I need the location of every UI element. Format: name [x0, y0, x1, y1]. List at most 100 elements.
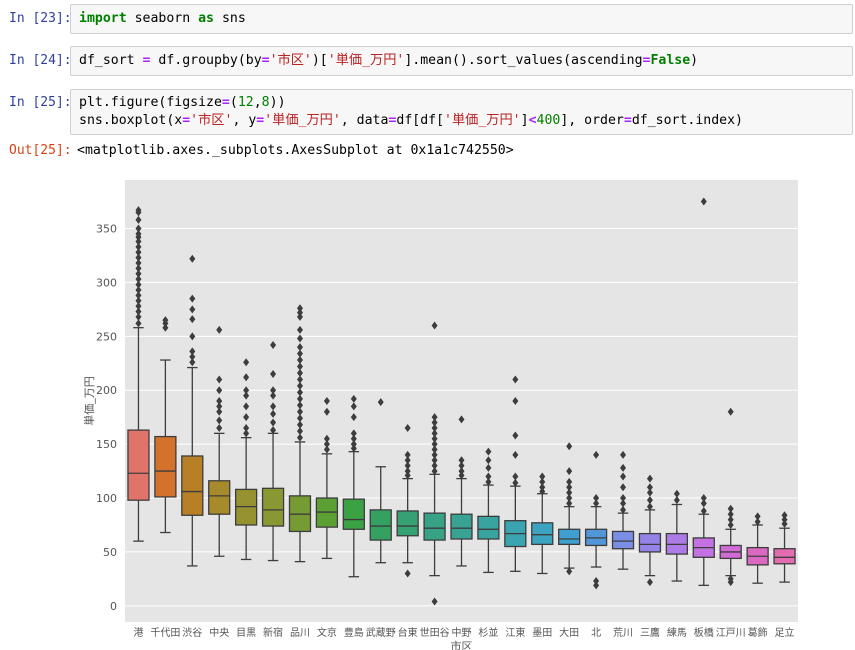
code-token: =: [642, 53, 651, 68]
outlier-point: [512, 472, 519, 481]
outlier-point: [566, 499, 573, 508]
outlier-point: [566, 488, 573, 497]
x-tick-label: 大田: [559, 626, 579, 639]
outlier-point: [323, 440, 330, 449]
outlier-point: [539, 472, 546, 481]
outlier-point: [727, 504, 734, 513]
code-token: False: [650, 53, 691, 68]
box-iqr: [611, 530, 635, 550]
outlier-point: [135, 215, 142, 224]
code-cell-input[interactable]: import seaborn as sns: [70, 4, 853, 34]
outlier-point: [512, 375, 519, 384]
input-prompt: In [24]:: [9, 53, 72, 68]
code-cell-input[interactable]: plt.figure(figsize=(12,8)) sns.boxplot(x…: [70, 89, 853, 135]
outlier-point: [350, 434, 357, 443]
outlier-point: [754, 512, 761, 521]
outlier-point: [243, 429, 250, 438]
box-杉並: [477, 447, 500, 574]
grid-lines: [125, 228, 798, 607]
outlier-point: [135, 229, 142, 238]
outlier-point: [350, 394, 357, 403]
outlier-point: [296, 414, 303, 423]
box-iqr: [450, 513, 473, 540]
x-tick-label: 中野: [452, 626, 472, 639]
output-text: <matplotlib.axes._subplots.AxesSubplot a…: [77, 143, 514, 158]
outlier-point: [566, 442, 573, 451]
outlier-point: [243, 358, 250, 367]
outlier-point: [404, 450, 411, 459]
y-tick-label: 300: [96, 276, 117, 289]
outlier-point: [189, 305, 196, 314]
outlier-point: [512, 397, 519, 405]
outlier-point: [404, 461, 411, 470]
box-千代田: [154, 316, 177, 534]
code-text[interactable]: import seaborn as sns: [79, 10, 246, 28]
code-token: df.groupby(by: [150, 53, 262, 68]
box-世田谷: [423, 321, 446, 606]
outlier-point: [377, 398, 384, 407]
code-token: plt.figure(figsize: [79, 95, 222, 110]
outlier-point: [135, 253, 142, 262]
box-目黒: [234, 358, 258, 561]
outlier-point: [296, 375, 303, 384]
box-iqr: [261, 487, 285, 527]
outlier-point: [216, 386, 223, 395]
outlier-point: [646, 483, 653, 492]
box-武蔵野: [369, 398, 392, 564]
outlier-point: [350, 413, 357, 422]
outlier-point: [135, 248, 142, 257]
box-豊島: [342, 394, 365, 578]
input-prompt: In [23]:: [9, 11, 72, 26]
outlier-point: [593, 581, 600, 590]
outlier-point: [135, 280, 142, 289]
box-葛飾: [746, 512, 769, 584]
outlier-point: [404, 423, 411, 432]
code-token: )[: [311, 53, 328, 68]
outlier-point: [135, 224, 142, 233]
outlier-point: [727, 520, 734, 529]
outlier-point: [243, 413, 250, 422]
outlier-point: [270, 402, 277, 411]
code-token: =: [182, 113, 191, 128]
code-cell-input[interactable]: df_sort = df.groupby(by='市区')['単価_万円'].m…: [70, 46, 853, 76]
code-token: '単価_万円': [264, 113, 341, 128]
outlier-point: [243, 402, 250, 411]
box-文京: [315, 397, 339, 560]
outlier-point: [296, 343, 303, 352]
outlier-point: [350, 402, 357, 411]
outlier-point: [539, 487, 546, 496]
outlier-point: [243, 423, 250, 432]
outlier-point: [216, 397, 223, 405]
box-iqr: [369, 509, 392, 541]
outlier-point: [431, 423, 438, 432]
outlier-point: [135, 285, 142, 294]
code-text[interactable]: plt.figure(figsize=(12,8)) sns.boxplot(x…: [79, 94, 743, 130]
outlier-point: [673, 489, 680, 498]
y-tick-label: 350: [96, 223, 117, 236]
outlier-point: [135, 302, 142, 311]
outlier-point: [620, 472, 627, 481]
outlier-point: [350, 440, 357, 449]
box-新宿: [261, 340, 285, 562]
x-tick-label: 葛飾: [748, 626, 768, 639]
outlier-point: [620, 499, 627, 508]
outlier-point: [162, 316, 169, 325]
y-tick-label: 100: [96, 492, 117, 505]
outlier-point: [296, 325, 303, 334]
code-text[interactable]: df_sort = df.groupby(by='市区')['単価_万円'].m…: [79, 52, 698, 70]
outlier-point: [781, 515, 788, 524]
outlier-point: [700, 494, 707, 503]
code-token: '単価_万円': [327, 53, 405, 68]
y-tick-label: 150: [96, 438, 117, 451]
outlier-point: [458, 467, 465, 476]
x-tick-label: 世田谷: [420, 627, 450, 639]
outlier-point: [512, 431, 519, 440]
box-足立: [773, 511, 796, 583]
outlier-point: [566, 483, 573, 492]
box-iqr: [531, 522, 554, 546]
code-token: )): [269, 95, 286, 110]
box-iqr: [342, 498, 365, 530]
box-iqr: [423, 512, 446, 541]
outlier-point: [270, 418, 277, 427]
x-tick-label: 港: [133, 627, 143, 639]
